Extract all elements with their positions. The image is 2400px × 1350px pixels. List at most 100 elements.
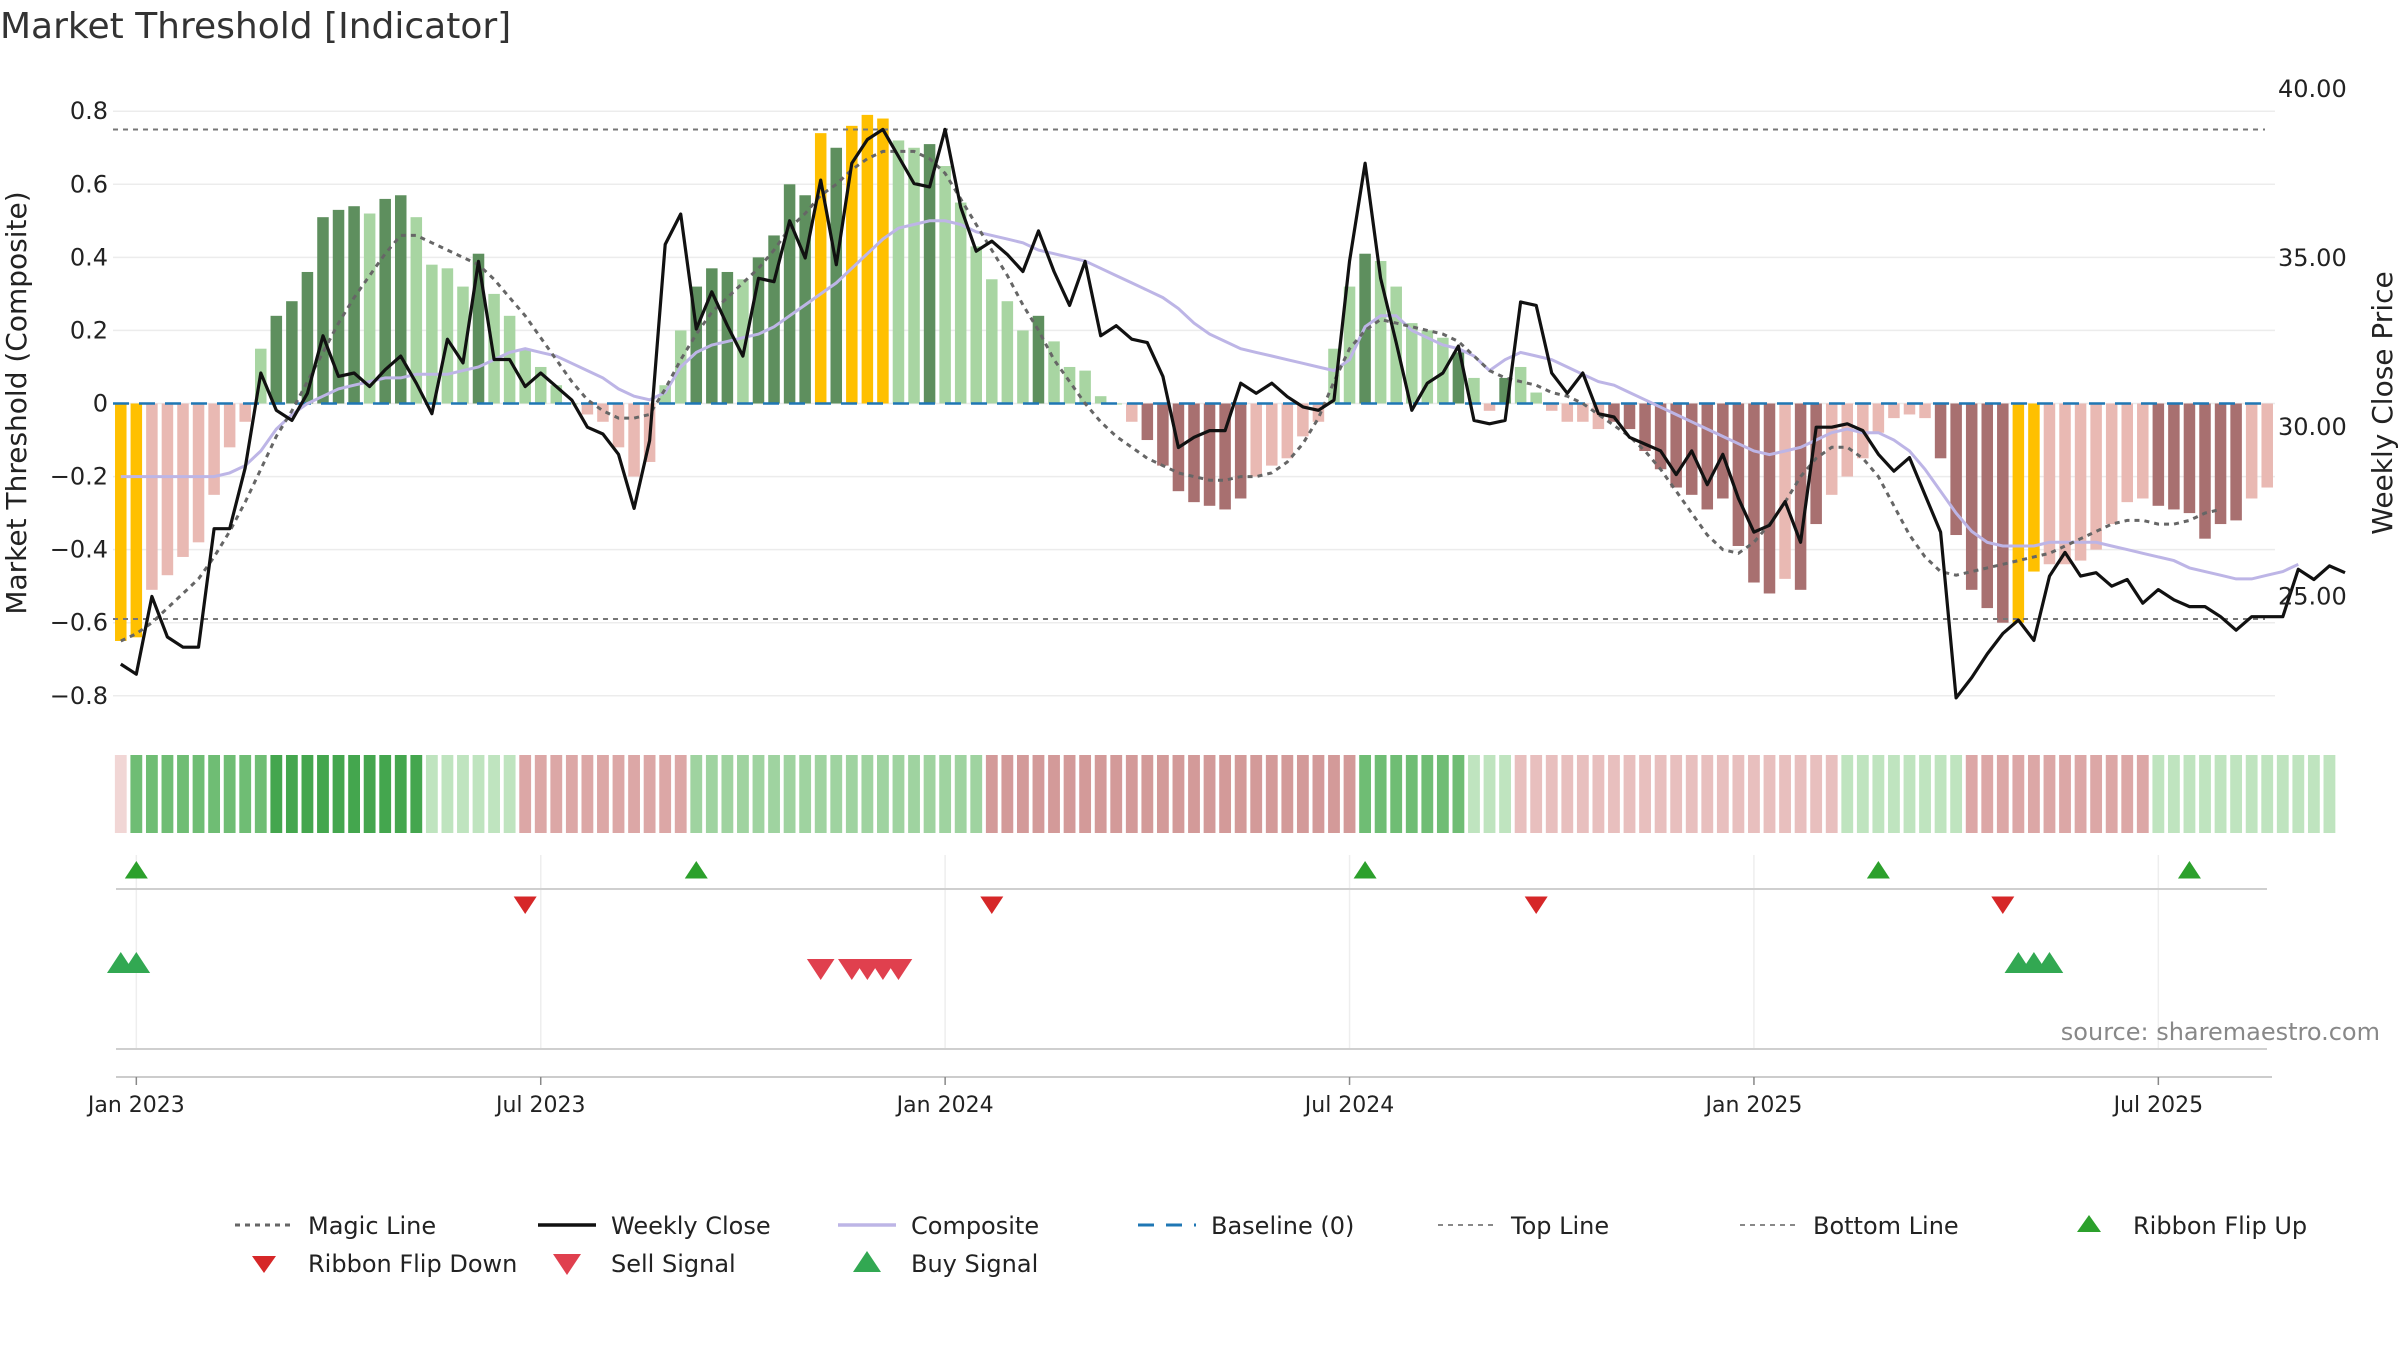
bar bbox=[2074, 403, 2087, 561]
ribbon-cell bbox=[425, 755, 438, 833]
ribbon-cell bbox=[1172, 755, 1185, 833]
ribbon-cell bbox=[799, 755, 812, 833]
x-axis: Jan 2023 Jul 2023 Jan 2024 Jul 2024 Jan 2025… bbox=[86, 1076, 2272, 1118]
bar bbox=[659, 385, 671, 404]
bar bbox=[2245, 403, 2258, 499]
axes-layer: 0.8 0.6 0.4 0.2 0 −0.2 −0.4 −0.6 −0.8 40.00 35.00 3… bbox=[0, 75, 2399, 710]
bar bbox=[2183, 403, 2196, 514]
legend-label: Weekly Close bbox=[611, 1212, 771, 1240]
ribbon-cell bbox=[239, 755, 252, 833]
ribbon-cell bbox=[1934, 755, 1947, 833]
ribbon-cell bbox=[1841, 755, 1854, 833]
ribbon-cell bbox=[192, 755, 205, 833]
ribbon-cell bbox=[457, 755, 469, 833]
bar bbox=[986, 279, 998, 404]
bar bbox=[146, 403, 158, 590]
bar bbox=[1188, 403, 1200, 503]
bar bbox=[612, 403, 625, 448]
bar bbox=[721, 271, 734, 404]
legend-label: Bottom Line bbox=[1813, 1212, 1959, 1240]
bar bbox=[939, 166, 951, 404]
ribbon-cell bbox=[1872, 755, 1885, 833]
ribbon-cell bbox=[1234, 755, 1247, 833]
bar bbox=[1328, 348, 1340, 404]
legend-item-baseline: Baseline (0) bbox=[1138, 1212, 1354, 1240]
legend-item-composite: Composite bbox=[838, 1212, 1039, 1240]
ribbon-cell bbox=[565, 755, 578, 833]
left-tick-label: 0.6 bbox=[70, 170, 108, 198]
bar bbox=[1997, 403, 2009, 623]
ribbon-cell bbox=[2183, 755, 2196, 833]
bar bbox=[2199, 403, 2211, 539]
left-tick-label: 0.2 bbox=[70, 316, 108, 344]
bar bbox=[768, 235, 780, 404]
bar bbox=[2121, 403, 2133, 503]
ribbon-cell bbox=[814, 755, 827, 833]
ribbon-cell bbox=[581, 755, 594, 833]
ribbon-cell bbox=[1312, 755, 1325, 833]
ribbon-cell bbox=[1545, 755, 1558, 833]
bar bbox=[830, 147, 843, 404]
bar bbox=[1950, 403, 1962, 536]
ribbon-cell bbox=[1592, 755, 1605, 833]
bar bbox=[752, 257, 765, 404]
bar bbox=[301, 271, 314, 404]
ribbon-cell bbox=[2292, 755, 2305, 833]
ribbon-cell bbox=[1685, 755, 1698, 833]
ribbon-cell bbox=[970, 755, 983, 833]
ribbon-cell bbox=[270, 755, 283, 833]
bar bbox=[1670, 403, 1682, 488]
ribbon-cell bbox=[2028, 755, 2040, 833]
ribbon-cell bbox=[1996, 755, 2009, 833]
ribbon-cell bbox=[674, 755, 687, 833]
ribbon-cell bbox=[1265, 755, 1278, 833]
bar bbox=[1157, 403, 1169, 466]
right-tick-label: 40.00 bbox=[2278, 75, 2347, 103]
right-tick-label: 35.00 bbox=[2278, 244, 2347, 272]
ribbon-cell bbox=[1079, 755, 1092, 833]
ribbon-cell bbox=[301, 755, 314, 833]
legend-label: Sell Signal bbox=[611, 1250, 736, 1278]
x-tick-label: Jan 2024 bbox=[895, 1093, 994, 1118]
ribbon-cell bbox=[877, 755, 889, 833]
right-tick-label: 30.00 bbox=[2278, 413, 2347, 441]
buy-signal-marker bbox=[2035, 952, 2064, 973]
bar bbox=[426, 264, 438, 404]
bar bbox=[192, 403, 205, 543]
bar bbox=[1343, 286, 1356, 404]
legend-swatch bbox=[853, 1251, 881, 1272]
ribbon-cell bbox=[845, 755, 858, 833]
right-axis-title: Weekly Close Price bbox=[2366, 271, 2399, 534]
bar bbox=[1234, 403, 1247, 499]
ribbon-cell bbox=[1576, 755, 1589, 833]
bar bbox=[1312, 403, 1325, 422]
ribbon-cell bbox=[1919, 755, 1931, 833]
bar bbox=[1048, 341, 1060, 404]
ribbon-cell bbox=[1856, 755, 1869, 833]
left-tick-label: 0 bbox=[93, 390, 108, 418]
legend-item-flipdown: Ribbon Flip Down bbox=[252, 1250, 517, 1278]
buy-signal-marker bbox=[122, 952, 151, 973]
legend-item-sell: Sell Signal bbox=[553, 1250, 736, 1278]
ribbon-cell bbox=[1328, 755, 1340, 833]
bar bbox=[394, 195, 407, 404]
bar bbox=[379, 198, 391, 404]
ribbon-cell bbox=[1063, 755, 1076, 833]
ribbon-cell bbox=[1468, 755, 1480, 833]
ribbon-flip-down-marker bbox=[1991, 896, 2015, 914]
bar bbox=[1468, 377, 1480, 404]
bar bbox=[1001, 301, 1014, 404]
ribbon-cell bbox=[1188, 755, 1200, 833]
ribbon-flip-up-marker bbox=[684, 861, 708, 879]
bar bbox=[1654, 403, 1667, 470]
legend-item-top: Top Line bbox=[1438, 1212, 1609, 1240]
weekly-close-line bbox=[119, 127, 2346, 700]
ribbon-cell bbox=[1608, 755, 1620, 833]
ribbon-cell bbox=[2121, 755, 2134, 833]
bar bbox=[1561, 403, 1574, 422]
bar bbox=[1763, 403, 1776, 594]
bar bbox=[115, 403, 127, 641]
legend-item-bottom: Bottom Line bbox=[1740, 1212, 1959, 1240]
bar bbox=[877, 118, 889, 404]
